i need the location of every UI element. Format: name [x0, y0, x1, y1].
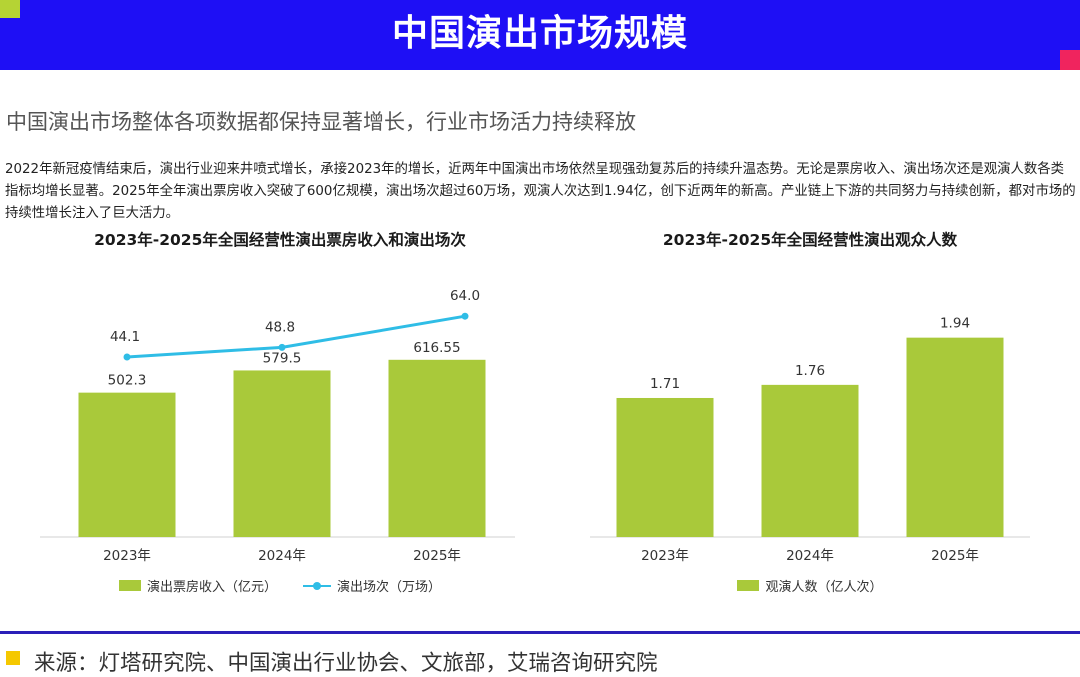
line-value-label: 44.1	[110, 329, 140, 345]
legend-item-performances: 演出场次（万场）	[303, 576, 441, 595]
line-point	[278, 343, 286, 351]
legend-label: 演出票房收入（亿元）	[146, 580, 277, 595]
legend-item-audience: 观演人数（亿人次）	[737, 576, 883, 595]
legend-label: 观演人数（亿人次）	[765, 580, 883, 595]
line-point	[123, 353, 131, 361]
header-bar: 中国演出市场规模	[0, 0, 1080, 70]
footer-divider	[0, 631, 1080, 634]
x-tick-label: 2024年	[786, 548, 834, 564]
legend-swatch-bar	[737, 580, 760, 591]
line-value-label: 64.0	[450, 288, 480, 304]
chart-title: 2023年-2025年全国经营性演出票房收入和演出场次	[94, 231, 466, 249]
audience-chart: 2023年-2025年全国经营性演出观众人数 1.71 2023年 1.76 2024…	[560, 228, 1060, 603]
chart-legend: 演出票房收入（亿元） 演出场次（万场）	[30, 576, 530, 595]
chart-title: 2023年-2025年全国经营性演出观众人数	[662, 231, 958, 249]
intro-paragraph: 2022年新冠疫情结束后，演出行业迎来井喷式增长，承接2023年的增长，近两年中…	[5, 162, 1076, 221]
bar	[906, 337, 1004, 537]
x-tick-label: 2023年	[641, 548, 689, 564]
page-subtitle: 中国演出市场整体各项数据都保持显著增长，行业市场活力持续释放	[6, 110, 636, 134]
footer-marker	[6, 651, 20, 665]
page-title: 中国演出市场规模	[391, 13, 688, 54]
bar-value-label: 1.76	[795, 363, 825, 379]
audience-plot: 1.71 2023年 1.76 2024年 1.94 2025年	[590, 316, 1030, 564]
bar	[761, 384, 859, 537]
bar-value-label: 502.3	[108, 373, 147, 389]
legend-label: 演出场次（万场）	[337, 580, 442, 595]
x-tick-label: 2025年	[413, 548, 461, 564]
header-corner-accent	[1060, 50, 1080, 70]
bar-value-label: 1.94	[940, 316, 970, 332]
x-tick-label: 2025年	[931, 548, 979, 564]
bar	[233, 370, 331, 537]
source-note: 来源：灯塔研究院、中国演出行业协会、文旅部，艾瑞咨询研究院	[34, 651, 658, 676]
legend-swatch-bar	[118, 580, 141, 591]
revenue-performances-chart: 2023年-2025年全国经营性演出票房收入和演出场次 502.3 2023年 57…	[30, 228, 530, 603]
bar	[388, 359, 486, 537]
x-tick-label: 2023年	[103, 548, 151, 564]
revenue-performances-plot: 502.3 2023年 579.5 2024年 616.55 2025年 44.1 48.8 6…	[40, 288, 515, 564]
chart-legend: 观演人数（亿人次）	[560, 576, 1060, 595]
line-point	[461, 312, 469, 320]
x-tick-label: 2024年	[258, 548, 306, 564]
legend-item-revenue: 演出票房收入（亿元）	[118, 576, 277, 595]
bar-value-label: 616.55	[413, 340, 460, 356]
header-corner-accent	[0, 0, 20, 18]
bar	[616, 397, 714, 537]
legend-swatch-line	[303, 580, 331, 591]
bar	[78, 392, 176, 537]
bar-value-label: 1.71	[650, 376, 680, 392]
bar-value-label: 579.5	[263, 350, 302, 366]
line-value-label: 48.8	[265, 319, 295, 335]
